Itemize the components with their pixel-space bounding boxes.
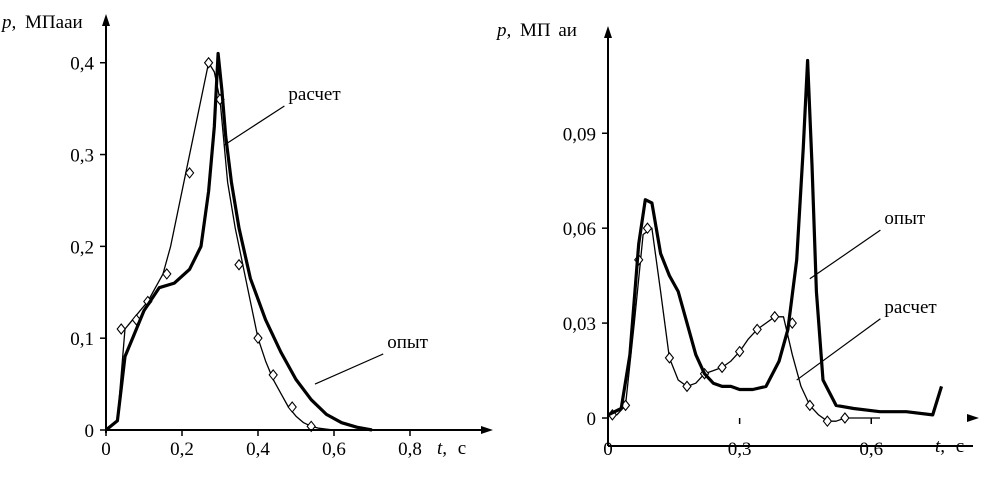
right-chart-annotation-leader [809, 229, 881, 280]
right-chart-series [607, 58, 944, 428]
right-chart-x-var: t, [935, 436, 945, 457]
left-chart-x-arrow [481, 426, 493, 434]
right-chart-series-calc-marker [682, 380, 692, 393]
left-chart-x-var: t, [437, 438, 447, 459]
right-chart-y-tick-label: 0,06 [563, 219, 596, 240]
left-chart-x-axis-title: t, с [437, 438, 466, 459]
left-chart-x-tick-label: 0,4 [246, 439, 270, 460]
left-chart-series-calc-marker [184, 167, 195, 179]
right-chart-series-calc-marker [642, 222, 653, 235]
right-chart-series-calc-marker [840, 412, 850, 424]
right-chart-annotation-label: расчет [884, 297, 937, 318]
right-chart-y-tick-label: 0 [587, 409, 597, 430]
right-chart-series-calc-marker [822, 415, 833, 428]
left-chart-y-tick-label: 0,2 [70, 237, 94, 258]
left-chart-x-tick-label: 0,2 [170, 439, 194, 460]
right-chart-x-unit: с [956, 436, 964, 457]
right-chart-annotation-label: опыт [884, 208, 925, 229]
right-chart-x-tick-label: 0,3 [728, 439, 752, 460]
right-chart-series-calc-marker [752, 323, 762, 336]
left-chart-x-tick-label: 0 [101, 439, 111, 460]
left-chart-x-unit: с [458, 438, 466, 459]
left-chart-x-tick-label: 0,6 [322, 439, 346, 460]
right-chart-y-extra: аи [558, 20, 577, 41]
right-chart-y-axis-title: p, МП аи [495, 20, 577, 41]
left-chart-y-var: p, [0, 12, 16, 33]
left-chart-ticks: 0 0,2 0,4 0,6 0,8 0 0,1 0,2 0,3 0,4 [70, 14, 493, 460]
left-chart-series-calc-marker [306, 420, 316, 433]
left-chart-y-arrow [102, 14, 110, 26]
right-chart-series-calc [608, 227, 880, 422]
left-chart-series-calc [105, 62, 335, 431]
right-chart-series-calc-marker [717, 361, 727, 374]
left-chart-annotations: расчет опыт [223, 84, 429, 385]
left-chart-series-calc-marker [203, 56, 214, 69]
left-chart-series-calc-marker [287, 401, 297, 413]
left-chart-annotation-leader [314, 353, 384, 385]
right-chart-x-axis-title: t, с [935, 436, 964, 457]
left-chart-y-axis-title: p, МПааи [0, 12, 83, 33]
right-chart-series-calc-marker [770, 310, 780, 323]
left-chart-y-tick-label: 0,3 [70, 146, 94, 167]
left-chart-annotation-label: расчет [288, 84, 341, 105]
left-chart-annotation-label: опыт [387, 332, 428, 353]
right-chart-ticks: 0 0,3 0,6 0 0,03 0,06 0,09 [563, 26, 979, 460]
left-chart-x-tick-label: 0,8 [398, 439, 422, 460]
right-chart-annotations: опыт расчет [796, 208, 937, 381]
left-chart-y-extra: аи [64, 12, 83, 33]
right-chart-y-tick-label: 0,03 [563, 314, 596, 335]
left-chart-series-calc-marker [234, 258, 244, 271]
left-chart-y-tick-label: 0,1 [70, 329, 94, 350]
right-chart: 0 0,3 0,6 0 0,03 0,06 0,09 опыт расчет p, МП аи… [495, 20, 979, 460]
left-chart: 0 0,2 0,4 0,6 0,8 0 0,1 0,2 0,3 0,4 расчет опыт p,… [0, 12, 493, 460]
right-chart-y-tick-label: 0,09 [563, 124, 596, 145]
right-chart-x-arrow [967, 414, 979, 423]
left-chart-series-calc-marker [253, 332, 263, 345]
right-chart-series-exp [607, 58, 944, 417]
right-chart-x-tick-label: 0,6 [859, 439, 883, 460]
right-chart-series-calc-marker [664, 352, 675, 364]
left-chart-series [104, 51, 373, 433]
left-chart-series-calc-marker [162, 268, 172, 280]
right-chart-series-calc-marker [734, 345, 745, 358]
right-chart-x-tick-label: 0 [603, 439, 613, 460]
left-chart-series-calc-marker [268, 369, 278, 381]
left-chart-annotation-leader [223, 105, 285, 146]
left-chart-series-calc-marker [116, 323, 126, 335]
right-chart-series-calc-marker [805, 399, 815, 412]
right-chart-annotation-leader [796, 318, 881, 381]
left-chart-y-unit: МПа [25, 12, 65, 33]
right-chart-y-unit: МП [520, 20, 551, 41]
right-chart-y-var: p, [495, 20, 511, 41]
left-chart-series-exp [104, 51, 373, 432]
left-chart-y-tick-label: 0 [85, 421, 95, 442]
right-chart-y-arrow [604, 26, 612, 38]
left-chart-y-tick-label: 0,4 [70, 54, 94, 75]
